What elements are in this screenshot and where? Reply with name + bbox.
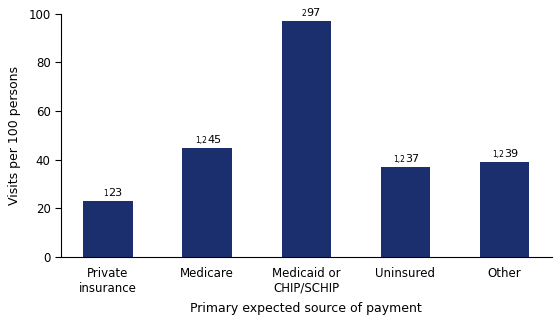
Text: 39: 39 [505,149,519,159]
Y-axis label: Visits per 100 persons: Visits per 100 persons [8,66,21,205]
Text: 2: 2 [301,9,306,18]
Text: 1,2: 1,2 [195,136,207,145]
X-axis label: Primary expected source of payment: Primary expected source of payment [190,302,422,315]
Bar [183,148,232,257]
Text: 1,2: 1,2 [394,155,405,164]
Text: 45: 45 [207,135,221,145]
Bar [480,162,529,257]
Bar [83,201,133,257]
Bar [381,167,430,257]
Bar [282,21,331,257]
Text: 1: 1 [103,189,108,198]
Text: 1,2: 1,2 [493,150,505,159]
Text: 37: 37 [405,154,419,164]
Text: 97: 97 [306,8,320,18]
Text: 23: 23 [108,188,122,198]
